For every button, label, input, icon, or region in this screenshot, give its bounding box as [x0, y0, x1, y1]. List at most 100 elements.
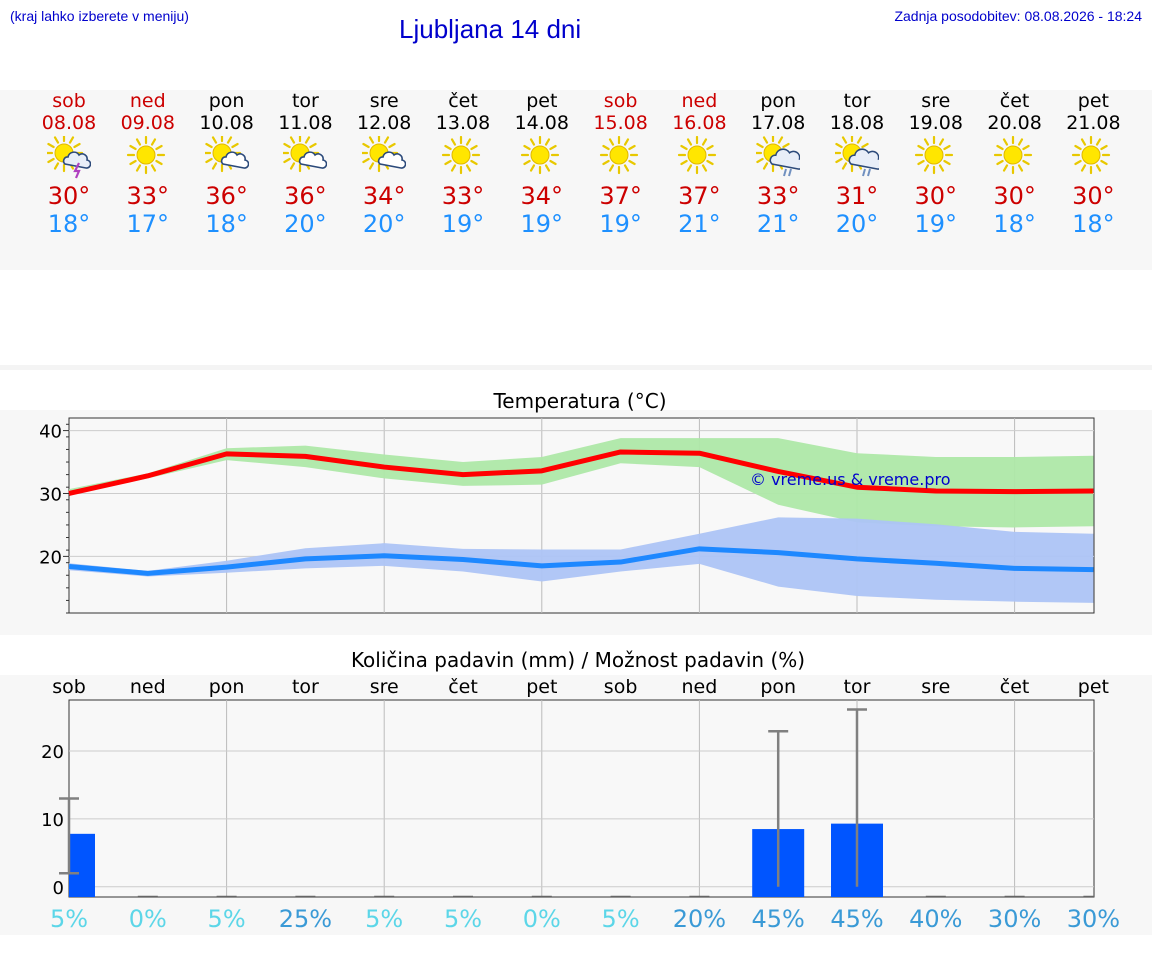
sun-icon: [126, 136, 165, 175]
sun-ray: [549, 144, 557, 151]
sun-ray: [702, 138, 708, 146]
sun-ray: [1017, 138, 1023, 146]
sun-disc: [136, 145, 156, 165]
precipitation-probability: 5%: [50, 905, 88, 933]
sun-ray: [917, 144, 925, 151]
sun-ray: [841, 136, 848, 144]
x-category-label: čet: [448, 676, 478, 698]
day-name: čet: [448, 90, 478, 112]
sun-ray: [1100, 159, 1109, 166]
rain-drop: [788, 168, 793, 177]
x-category-label: sre: [370, 676, 399, 698]
sun-icon: [678, 136, 717, 175]
sun-ray: [204, 142, 213, 149]
sun-ray: [601, 144, 610, 151]
max-temperature: 30°: [47, 182, 91, 210]
max-temperature: 33°: [126, 182, 170, 210]
sun-ray: [523, 159, 531, 166]
sun-ray: [155, 159, 163, 166]
rain-drop: [783, 168, 788, 177]
day-column: sre 19.08 30° 19°: [896, 90, 976, 238]
sun-ray: [1074, 144, 1083, 151]
sun-ray: [1021, 144, 1030, 151]
lightning-bolt: [73, 162, 81, 179]
sun-ray: [544, 138, 550, 146]
sun-ray: [1100, 144, 1109, 151]
sun-ray: [129, 159, 137, 166]
x-category-label: tor: [844, 676, 871, 698]
day-date: 20.08: [987, 112, 1042, 134]
sun-ray: [1081, 164, 1087, 172]
max-temperature: 34°: [520, 182, 564, 210]
location-hint: (kraj lahko izberete v meniju): [10, 8, 189, 24]
temperature-chart: Temperatura (°C) 20 30 40 © vreme.us & vre…: [0, 389, 1152, 635]
sun-ray: [687, 138, 693, 146]
sun-cloud-rain-icon: [756, 136, 801, 177]
x-category-label: čet: [1000, 676, 1030, 698]
sun-ray: [388, 142, 396, 149]
sun-cloud-thunder-icon: [47, 136, 91, 179]
precipitation-grid: [69, 700, 1094, 897]
precipitation-probability: 5%: [208, 905, 246, 933]
day-date: 08.08: [41, 112, 97, 134]
cloud-shape: [299, 151, 328, 169]
sun-ray: [135, 138, 141, 146]
cloud-shape: [769, 148, 801, 170]
x-category-label: pet: [1078, 676, 1109, 698]
x-category-label: pon: [760, 676, 796, 698]
day-column: tor 18.08 31° 20°: [817, 90, 897, 238]
min-temperature: 20°: [284, 210, 327, 238]
max-temperature: 30°: [993, 182, 1036, 210]
y-tick-label: 30: [39, 484, 62, 505]
day-name: ned: [681, 90, 718, 112]
sun-ray: [627, 159, 636, 166]
sun-ray: [211, 136, 217, 144]
min-temperature: 19°: [441, 210, 485, 238]
max-temperature: 37°: [678, 182, 721, 210]
day-column: ned 16.08 37° 21°: [659, 90, 739, 238]
sun-ray: [1017, 164, 1023, 172]
precipitation-probability: 45%: [752, 905, 805, 933]
min-temperature: 18°: [205, 210, 248, 238]
sun-disc: [530, 145, 550, 165]
y-tick-label: 0: [53, 878, 64, 899]
sun-disc: [924, 145, 944, 165]
min-temperature: 21°: [756, 210, 800, 238]
sun-ray: [680, 159, 689, 166]
sun-ray: [782, 142, 790, 149]
sun-ray: [995, 144, 1004, 151]
sun-ray: [53, 136, 60, 144]
sun-ray: [290, 162, 296, 170]
sun-ray: [756, 142, 764, 149]
rain-drop: [862, 168, 866, 177]
precipitation-probability: 5%: [444, 905, 482, 933]
x-category-label: sob: [604, 676, 638, 698]
sun-ray: [608, 164, 614, 172]
day-column: sob 15.08 37° 19°: [581, 90, 661, 238]
day-column: pet 21.08 30° 18°: [1053, 90, 1133, 238]
max-temperature: 33°: [441, 182, 485, 210]
sun-ray: [943, 144, 951, 151]
min-temperature: 18°: [1072, 210, 1115, 238]
sun-ray: [305, 136, 311, 144]
sun-ray: [756, 157, 764, 164]
min-temperature: 18°: [993, 210, 1036, 238]
sun-disc: [609, 145, 629, 165]
sun-ray: [226, 136, 232, 144]
sun-disc: [687, 145, 707, 165]
day-date: 13.08: [435, 112, 491, 134]
sun-ray: [861, 142, 869, 149]
sun-ray: [450, 164, 457, 172]
day-name: pet: [1077, 90, 1109, 112]
sun-ray: [1002, 138, 1008, 146]
day-column: ned 09.08 33° 17°: [108, 90, 188, 238]
x-category-label: tor: [292, 676, 319, 698]
y-tick-label: 40: [39, 422, 62, 443]
day-name: sob: [603, 90, 638, 112]
sun-ray: [444, 144, 452, 151]
y-tick-label: 20: [41, 742, 64, 763]
sun-ray: [835, 157, 843, 164]
max-temperature: 30°: [914, 182, 958, 210]
day-name: pon: [760, 90, 797, 112]
sun-ray: [384, 136, 390, 144]
